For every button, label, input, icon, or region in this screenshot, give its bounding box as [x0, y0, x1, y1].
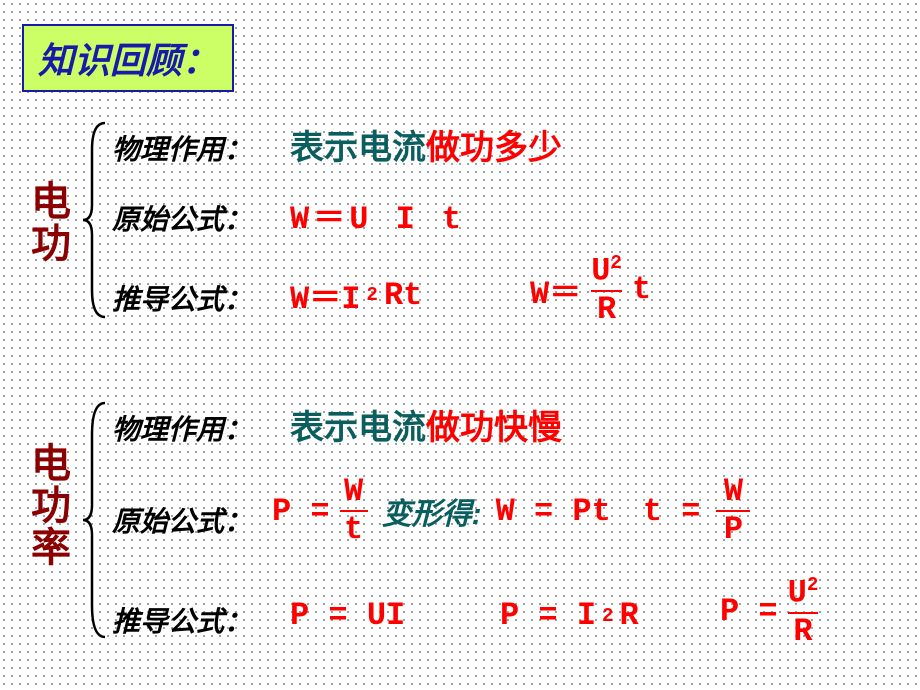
- title-box: 知识回顾：: [22, 24, 234, 92]
- row-1-3-content-b: W＝ U2 R t: [530, 254, 651, 326]
- row-1-1-content: 表示电流做功多少: [290, 120, 562, 169]
- text-hi-2: 做功快慢: [426, 409, 562, 447]
- formula-P-I2R: P = I2R: [500, 597, 639, 634]
- formula-P-U2R: P = U2 R: [720, 576, 822, 648]
- text-pre: 表示电流: [290, 129, 426, 167]
- formula-W-Pt: W = Pt: [496, 493, 611, 530]
- row-1-2-content: W＝U I t: [290, 192, 465, 238]
- brace-1: [80, 120, 110, 320]
- row-1-1-label: 物理作用：: [112, 128, 252, 168]
- row-2-3-content: P = UI: [290, 594, 405, 634]
- text-hi: 做功多少: [426, 129, 562, 167]
- row-2-1-content: 表示电流做功快慢: [290, 400, 562, 449]
- formula-W-U2R: W＝ U2 R t: [530, 254, 651, 326]
- formula-P-UI: P = UI: [290, 597, 405, 634]
- row-2-2-content: P = W t 变形得: W = Pt t = W P: [272, 476, 754, 546]
- group-label-2: 电功率: [18, 442, 76, 568]
- row-1-3-content: W＝I2Rt: [290, 272, 422, 318]
- formula-W-I2Rt: W＝I2Rt: [290, 272, 422, 318]
- row-1-3-label: 推导公式：: [112, 278, 252, 318]
- formula-W-UIt: W＝U I t: [290, 192, 465, 238]
- row-1-2-label: 原始公式：: [112, 198, 252, 238]
- row-2-1-label: 物理作用：: [112, 408, 252, 448]
- row-2-3-content-c: P = U2 R: [720, 576, 822, 648]
- row-2-3-content-b: P = I2R: [500, 594, 639, 634]
- formula-t-WP: t = W P: [643, 476, 755, 546]
- text-pre-2: 表示电流: [290, 409, 426, 447]
- row-2-2-label: 原始公式：: [112, 500, 252, 540]
- title-text: 知识回顾：: [38, 40, 218, 81]
- mid-label: 变形得:: [382, 489, 482, 533]
- formula-P-Wt: P = W t: [272, 476, 372, 546]
- group-label-1: 电功: [18, 180, 76, 264]
- row-2-3-label: 推导公式：: [112, 600, 252, 640]
- brace-2: [80, 400, 110, 640]
